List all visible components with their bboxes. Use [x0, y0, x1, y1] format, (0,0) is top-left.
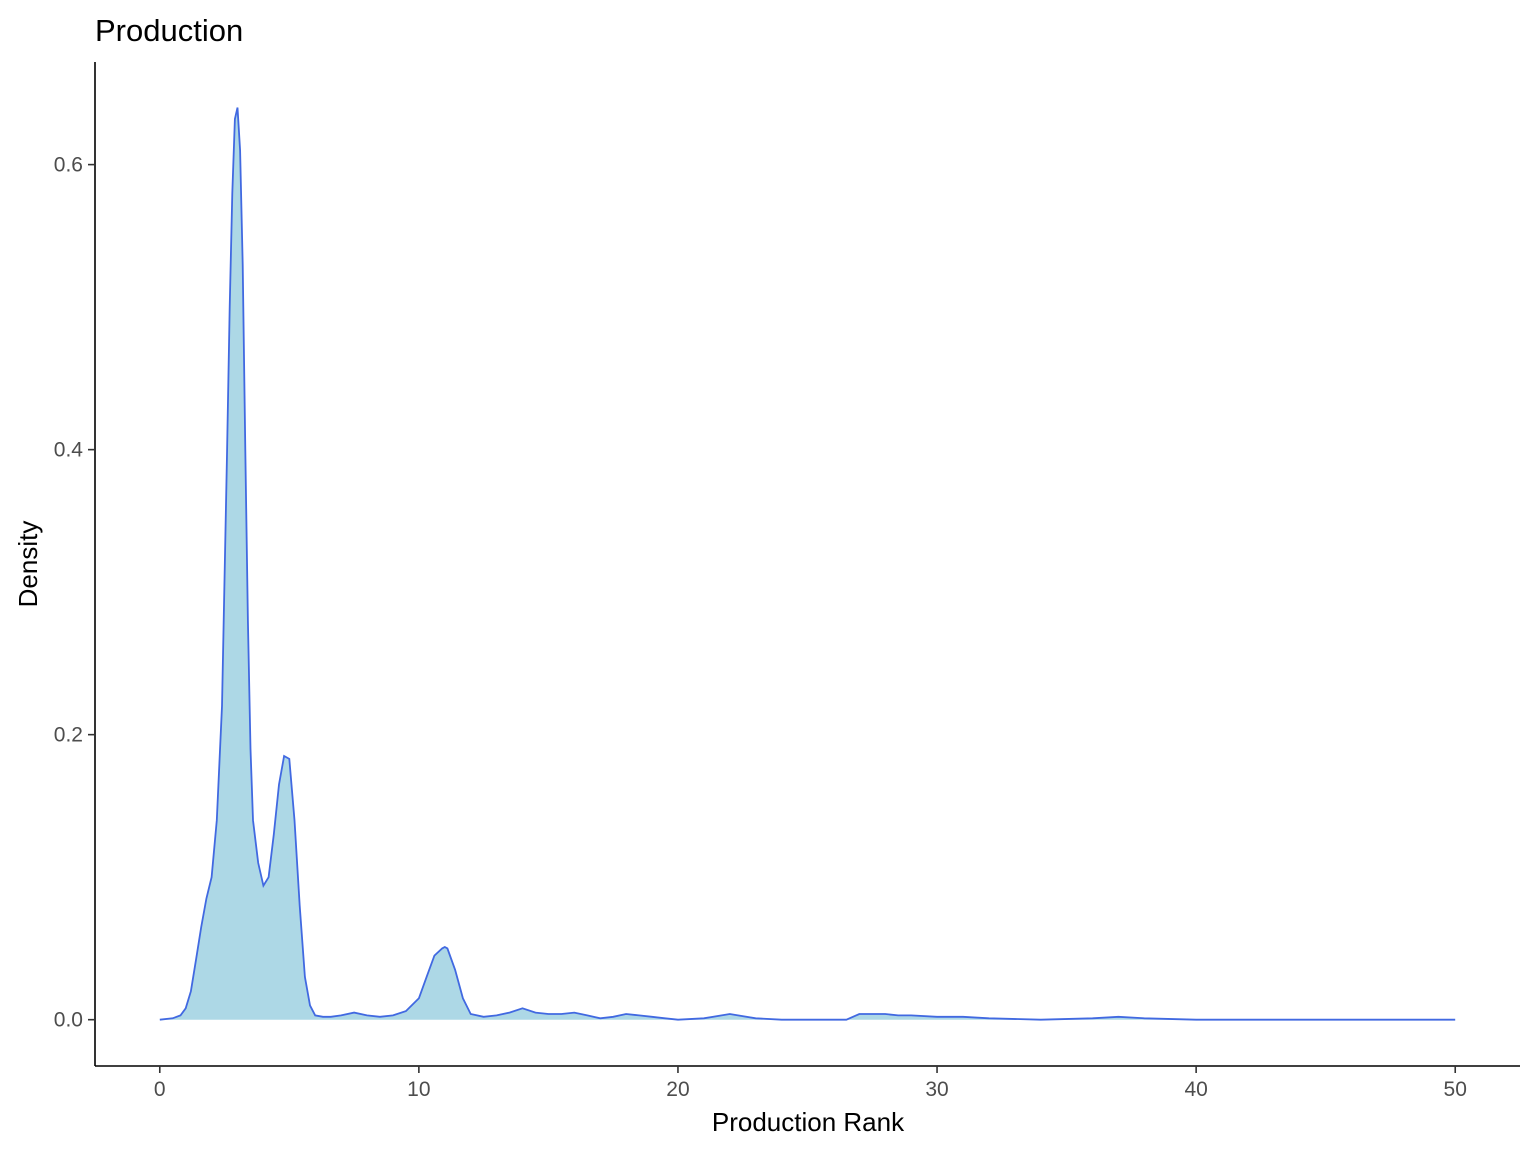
y-axis-title: Density: [13, 521, 43, 608]
y-tick-label: 0.0: [54, 1009, 83, 1032]
x-axis-ticks: 0 10 20 30 40 50: [154, 1066, 1467, 1101]
chart-title: Production: [95, 13, 243, 48]
y-tick-label: 0.4: [54, 439, 84, 462]
x-tick-label: 10: [407, 1078, 430, 1101]
x-tick-label: 30: [925, 1078, 948, 1101]
density-area-fill: [159, 107, 1456, 1020]
x-tick-label: 20: [666, 1078, 689, 1101]
y-tick-label: 0.6: [54, 154, 83, 177]
y-tick-label: 0.2: [54, 724, 83, 747]
x-tick-label: 0: [154, 1078, 166, 1101]
x-axis-title: Production Rank: [712, 1107, 905, 1137]
density-curve-line: [159, 107, 1456, 1021]
y-axis-ticks: 0.0 0.2 0.4 0.6: [54, 154, 95, 1032]
x-tick-label: 50: [1444, 1078, 1467, 1101]
x-tick-label: 40: [1184, 1078, 1207, 1101]
plot-area: [159, 107, 1456, 1021]
